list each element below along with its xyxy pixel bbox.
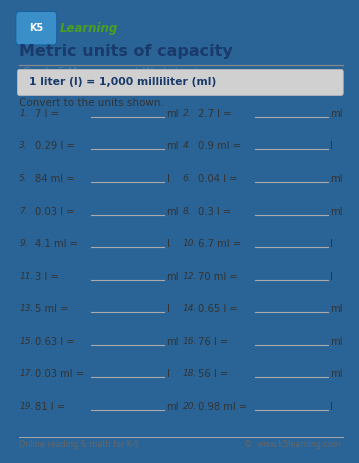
Text: Metric units of capacity: Metric units of capacity (19, 44, 233, 59)
Text: 0.9 ml =: 0.9 ml = (198, 141, 241, 151)
Text: 12.: 12. (183, 272, 197, 281)
Text: 5.: 5. (19, 174, 28, 183)
Text: 7 l =: 7 l = (34, 109, 59, 119)
Text: ml: ml (330, 304, 343, 314)
Text: l: l (167, 239, 169, 249)
Text: 18.: 18. (183, 369, 197, 378)
Text: 76 l =: 76 l = (198, 337, 229, 347)
Text: 0.98 ml =: 0.98 ml = (198, 402, 247, 412)
Text: 2.: 2. (183, 109, 192, 118)
Text: 3.: 3. (19, 141, 28, 150)
Text: Online reading & math for K-5: Online reading & math for K-5 (19, 440, 139, 450)
Text: 3 l =: 3 l = (34, 272, 58, 282)
Text: 19.: 19. (19, 402, 34, 411)
Text: ml: ml (330, 369, 343, 379)
Text: ml: ml (167, 109, 179, 119)
Text: 15.: 15. (19, 337, 34, 346)
Text: l: l (330, 272, 333, 282)
Text: K5: K5 (29, 23, 43, 33)
Text: ml: ml (330, 337, 343, 347)
Text: ©  www.k5learning.com: © www.k5learning.com (244, 440, 341, 450)
Text: 17.: 17. (19, 369, 34, 378)
Text: 13.: 13. (19, 304, 34, 313)
Text: 20.: 20. (183, 402, 197, 411)
Text: l: l (330, 239, 333, 249)
Text: 9.: 9. (19, 239, 28, 248)
Text: 7.: 7. (19, 206, 28, 215)
Text: 0.03 l =: 0.03 l = (34, 206, 74, 217)
Text: 0.03 ml =: 0.03 ml = (34, 369, 84, 379)
Text: l: l (167, 304, 169, 314)
Text: 5 ml =: 5 ml = (34, 304, 68, 314)
Text: l: l (330, 402, 333, 412)
Text: 16.: 16. (183, 337, 197, 346)
Text: 0.3 l =: 0.3 l = (198, 206, 232, 217)
Text: 4.1 ml =: 4.1 ml = (34, 239, 78, 249)
Text: 0.63 l =: 0.63 l = (34, 337, 74, 347)
Text: 14.: 14. (183, 304, 197, 313)
Text: l: l (330, 141, 333, 151)
Text: l: l (167, 369, 169, 379)
Text: 1 liter (l) = 1,000 milliliter (ml): 1 liter (l) = 1,000 milliliter (ml) (29, 77, 217, 88)
Text: 4.: 4. (183, 141, 192, 150)
Text: 8.: 8. (183, 206, 192, 215)
Text: ml: ml (330, 174, 343, 184)
Text: ml: ml (167, 337, 179, 347)
FancyBboxPatch shape (16, 12, 57, 45)
Text: 11.: 11. (19, 272, 34, 281)
FancyBboxPatch shape (18, 69, 343, 95)
Text: 56 l =: 56 l = (198, 369, 229, 379)
Text: 0.04 l =: 0.04 l = (198, 174, 238, 184)
Text: ml: ml (330, 206, 343, 217)
Text: ml: ml (167, 206, 179, 217)
Text: 81 l =: 81 l = (34, 402, 65, 412)
Text: Convert to the units shown.: Convert to the units shown. (19, 98, 164, 107)
Text: 10.: 10. (183, 239, 197, 248)
Text: 70 ml =: 70 ml = (198, 272, 238, 282)
Text: ml: ml (167, 141, 179, 151)
Text: 84 ml =: 84 ml = (34, 174, 74, 184)
Text: 6.: 6. (183, 174, 192, 183)
Text: 0.29 l =: 0.29 l = (34, 141, 74, 151)
Text: Grade 5 Measurement Worksheet: Grade 5 Measurement Worksheet (23, 67, 198, 77)
Text: 2.7 l =: 2.7 l = (198, 109, 232, 119)
Text: l: l (167, 174, 169, 184)
Text: ml: ml (330, 109, 343, 119)
Text: ml: ml (167, 402, 179, 412)
Text: ml: ml (167, 272, 179, 282)
Text: 6.7 ml =: 6.7 ml = (198, 239, 241, 249)
Text: 0.65 l =: 0.65 l = (198, 304, 238, 314)
Text: Learning: Learning (60, 22, 118, 35)
Text: 1.: 1. (19, 109, 28, 118)
